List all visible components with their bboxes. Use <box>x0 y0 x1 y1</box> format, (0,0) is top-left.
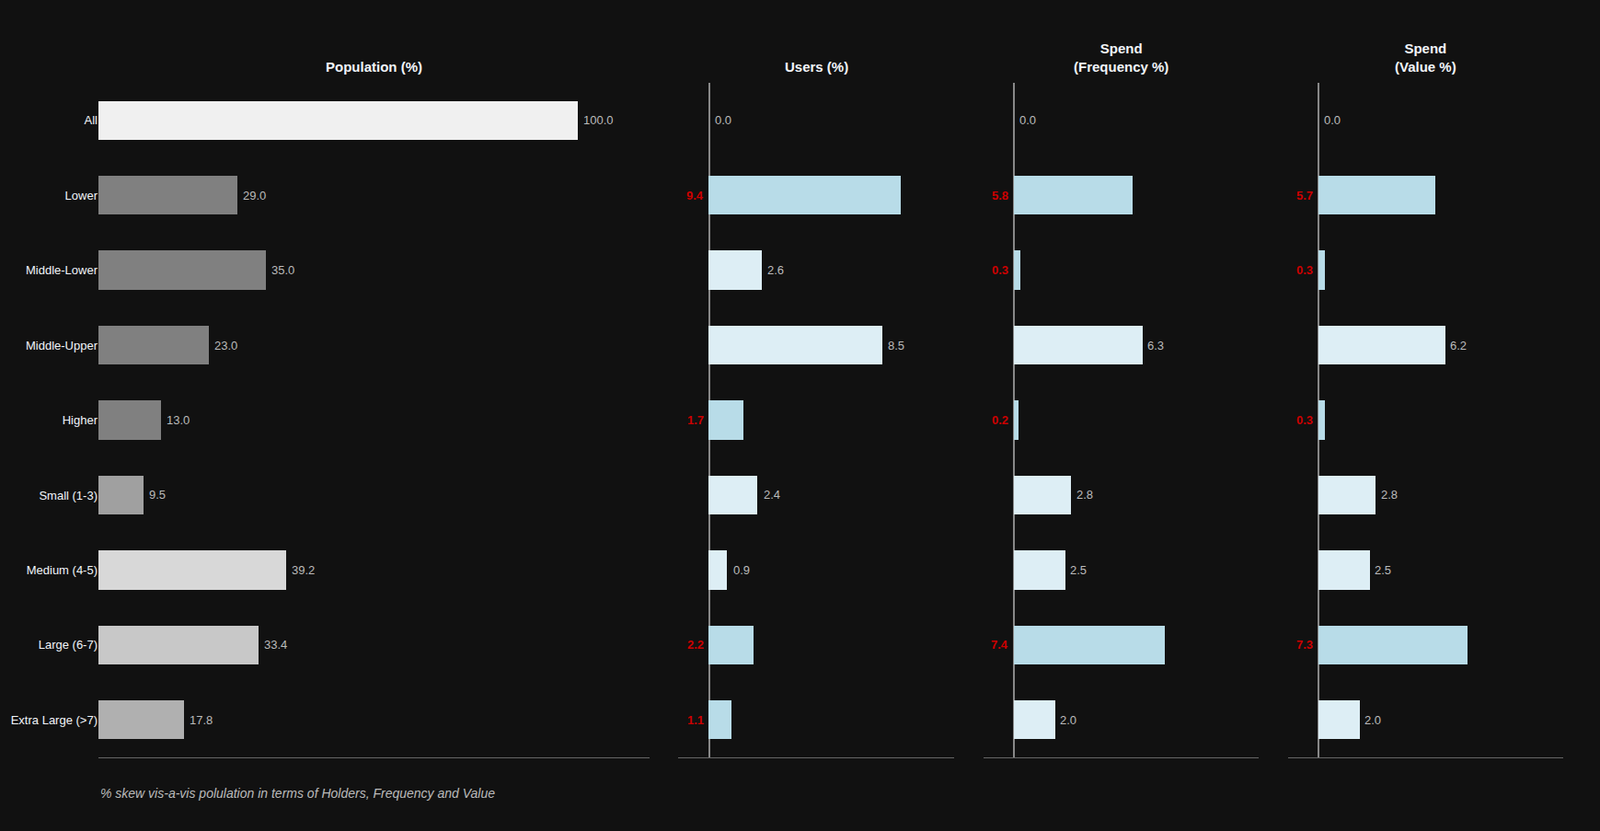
svg-text:Population (%): Population (%) <box>325 58 423 75</box>
svg-text:Extra Large (>7): Extra Large (>7) <box>11 713 98 727</box>
svg-text:0.0: 0.0 <box>1019 113 1036 127</box>
svg-text:1.1: 1.1 <box>687 713 704 727</box>
svg-text:2.0: 2.0 <box>1059 713 1077 727</box>
svg-text:0.3: 0.3 <box>1296 263 1313 277</box>
svg-text:2.6: 2.6 <box>767 263 784 277</box>
svg-text:All: All <box>84 113 99 127</box>
svg-text:0.0: 0.0 <box>714 113 732 127</box>
svg-text:Large (6-7): Large (6-7) <box>38 637 98 652</box>
svg-text:7.3: 7.3 <box>1296 637 1313 652</box>
svg-text:33.4: 33.4 <box>264 637 288 652</box>
svg-text:0.3: 0.3 <box>1296 413 1313 427</box>
svg-text:7.4: 7.4 <box>990 637 1009 652</box>
svg-text:9.5: 9.5 <box>149 487 166 502</box>
svg-text:5.8: 5.8 <box>991 188 1009 203</box>
svg-text:5.7: 5.7 <box>1296 188 1313 203</box>
svg-text:% skew vis-a-vis polulation in: % skew vis-a-vis polulation in terms of … <box>100 785 495 801</box>
svg-text:Higher: Higher <box>62 413 99 427</box>
svg-text:39.2: 39.2 <box>291 563 315 577</box>
svg-text:Small (1-3): Small (1-3) <box>38 487 98 502</box>
svg-text:23.0: 23.0 <box>214 338 238 353</box>
svg-text:6.2: 6.2 <box>1450 338 1467 353</box>
svg-text:29.0: 29.0 <box>242 188 266 203</box>
svg-text:100.0: 100.0 <box>583 113 614 127</box>
svg-text:Lower: Lower <box>65 188 99 203</box>
svg-text:2.8: 2.8 <box>1076 487 1094 502</box>
svg-text:Middle-Upper: Middle-Upper <box>25 338 99 353</box>
svg-text:1.7: 1.7 <box>687 413 704 427</box>
svg-text:Spend(Value %): Spend(Value %) <box>1394 40 1457 75</box>
svg-text:0.2: 0.2 <box>991 413 1009 427</box>
svg-text:35.0: 35.0 <box>271 263 295 277</box>
svg-text:9.4: 9.4 <box>686 188 704 203</box>
svg-text:2.4: 2.4 <box>763 487 781 502</box>
svg-text:2.8: 2.8 <box>1381 487 1398 502</box>
svg-text:17.8: 17.8 <box>189 713 213 727</box>
svg-text:0.3: 0.3 <box>991 263 1009 277</box>
svg-text:Spend(Frequency %): Spend(Frequency %) <box>1073 40 1169 75</box>
svg-text:13.0: 13.0 <box>166 413 190 427</box>
svg-text:0.9: 0.9 <box>733 563 750 577</box>
svg-text:8.5: 8.5 <box>887 338 905 353</box>
svg-text:Medium (4-5): Medium (4-5) <box>26 563 98 577</box>
svg-text:2.2: 2.2 <box>687 637 704 652</box>
svg-text:6.3: 6.3 <box>1147 338 1164 353</box>
svg-text:Users (%): Users (%) <box>784 58 849 75</box>
svg-text:2.0: 2.0 <box>1364 713 1382 727</box>
svg-text:0.0: 0.0 <box>1323 113 1341 127</box>
svg-text:Middle-Lower: Middle-Lower <box>25 263 99 277</box>
svg-text:2.5: 2.5 <box>1374 563 1392 577</box>
svg-text:2.5: 2.5 <box>1070 563 1087 577</box>
